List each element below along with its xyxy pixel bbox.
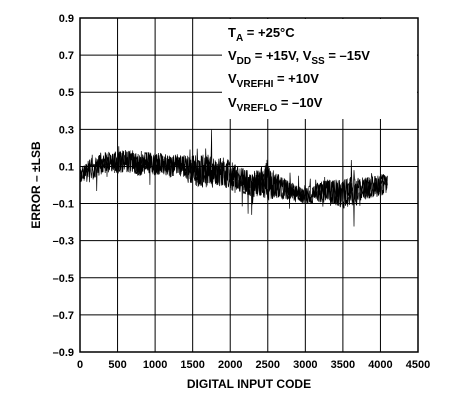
y-tick-label: –0.5 <box>53 273 74 285</box>
x-tick-label: 1000 <box>143 359 167 371</box>
annotation-line: VVREFLO = –10V <box>228 95 323 114</box>
annotation-layer: TA = +25°C VDD = +15V, VSS = –15V VVREFHI … <box>222 19 417 119</box>
y-tick-label: –0.3 <box>53 236 74 248</box>
y-tick-label: 0.1 <box>59 161 74 173</box>
x-tick-label: 2000 <box>218 359 242 371</box>
y-axis-title: ERROR – ±LSB <box>29 141 43 229</box>
x-tick-label: 3000 <box>293 359 317 371</box>
y-tick-label: 0.5 <box>59 87 74 99</box>
series-line <box>79 148 388 214</box>
x-axis-title: DIGITAL INPUT CODE <box>187 377 311 391</box>
annotation-line: VVREFHI = +10V <box>228 71 319 90</box>
x-tick-label: 4500 <box>406 359 430 371</box>
y-tick-label: –0.7 <box>53 310 74 322</box>
x-tick-label: 2500 <box>256 359 280 371</box>
y-tick-layer: 0.9 0.7 0.5 0.3 0.1 –0.1 –0.3 –0.5 –0.7 –0.9 <box>53 13 74 359</box>
y-tick-label: 0.9 <box>59 13 74 25</box>
y-tick-label: 0.3 <box>59 124 74 136</box>
plot-border <box>79 17 419 353</box>
y-tick-label: 0.7 <box>59 50 74 62</box>
series-line <box>79 146 388 208</box>
x-tick-label: 500 <box>108 359 126 371</box>
x-tick-label: 0 <box>77 359 83 371</box>
series-layer <box>79 129 388 227</box>
y-tick-label: –0.9 <box>53 347 74 359</box>
x-tick-label: 3500 <box>331 359 355 371</box>
x-tick-label: 1500 <box>180 359 204 371</box>
y-tick-label: –0.1 <box>53 199 74 211</box>
annotation-background <box>222 19 417 119</box>
x-tick-label: 4000 <box>368 359 392 371</box>
annotation-line: TA = +25°C <box>228 25 295 44</box>
x-tick-layer: 0 500 1000 1500 2000 2500 3000 3500 4000 4500 <box>77 359 430 371</box>
annotation-line: VDD = +15V, VSS = –15V <box>228 48 370 67</box>
